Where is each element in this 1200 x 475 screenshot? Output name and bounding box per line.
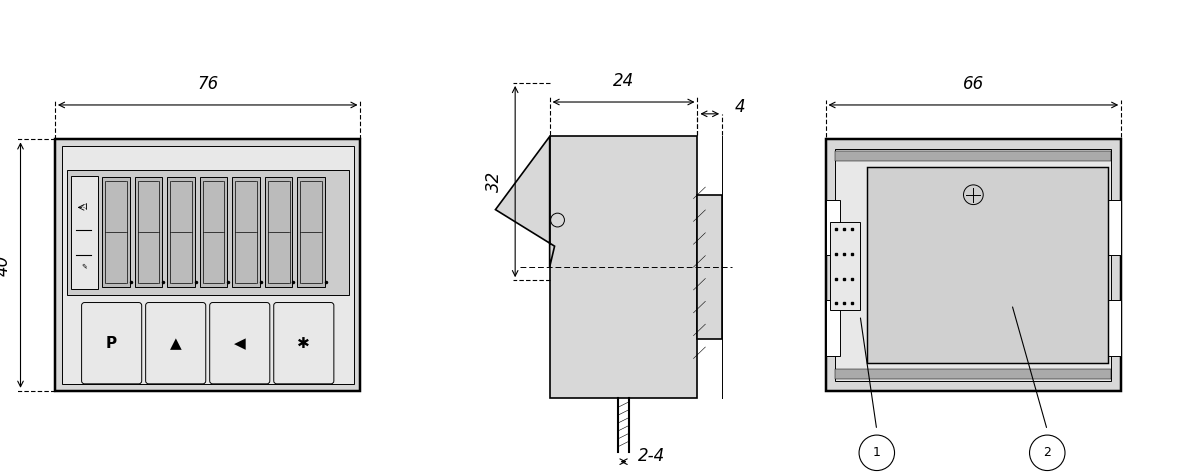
Bar xyxy=(298,178,325,287)
Text: 40: 40 xyxy=(0,255,12,276)
Bar xyxy=(835,369,1111,379)
Bar xyxy=(826,200,840,255)
FancyBboxPatch shape xyxy=(210,303,270,384)
Bar xyxy=(265,178,293,287)
Bar xyxy=(866,167,1109,363)
Text: 2-4: 2-4 xyxy=(637,447,665,465)
Bar xyxy=(826,300,840,356)
Bar xyxy=(835,151,1111,161)
Text: 24: 24 xyxy=(613,72,634,90)
Bar xyxy=(55,140,360,391)
Bar xyxy=(102,178,130,287)
Bar xyxy=(67,170,349,295)
Bar xyxy=(835,149,1111,381)
FancyBboxPatch shape xyxy=(82,303,142,384)
Bar xyxy=(200,178,228,287)
Text: 66: 66 xyxy=(962,75,984,93)
Bar xyxy=(550,136,697,398)
Text: ✎: ✎ xyxy=(82,264,88,270)
Text: ✱: ✱ xyxy=(298,336,310,351)
FancyBboxPatch shape xyxy=(145,303,205,384)
Polygon shape xyxy=(496,136,554,267)
Bar xyxy=(233,178,260,287)
Text: 76: 76 xyxy=(197,75,218,93)
Text: ◁|: ◁| xyxy=(80,203,89,210)
Bar xyxy=(62,146,354,384)
Text: 1: 1 xyxy=(872,446,881,459)
Text: 2: 2 xyxy=(1043,446,1051,459)
Bar xyxy=(1106,300,1121,356)
Bar xyxy=(167,178,194,287)
FancyBboxPatch shape xyxy=(274,303,334,384)
Text: ◀: ◀ xyxy=(234,336,246,351)
Bar xyxy=(71,176,98,289)
Text: ▲: ▲ xyxy=(170,336,181,351)
Text: P: P xyxy=(106,336,118,351)
Text: 32: 32 xyxy=(485,171,503,192)
Bar xyxy=(826,140,1121,391)
Bar xyxy=(134,178,162,287)
Text: 4: 4 xyxy=(734,98,745,116)
Bar xyxy=(1106,200,1121,255)
Bar xyxy=(830,222,860,310)
Bar xyxy=(697,195,722,339)
